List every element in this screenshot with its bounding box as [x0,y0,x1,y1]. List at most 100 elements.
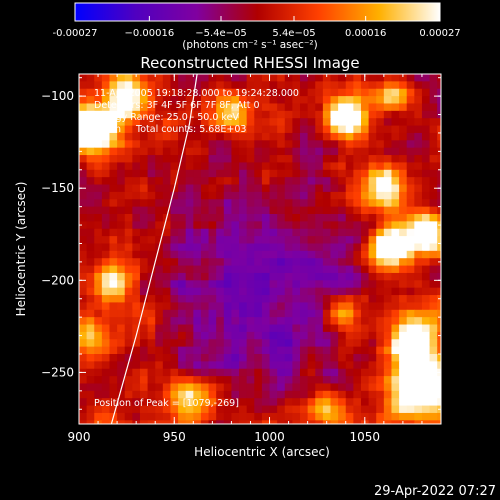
heatmap-cell [101,368,110,377]
heatmap-cell [79,140,88,149]
heatmap-cell [216,103,225,112]
heatmap-cell [94,88,103,97]
heatmap-cell [429,354,438,362]
heatmap-cell [391,331,400,340]
heatmap-cell [292,74,301,82]
heatmap-cell [376,354,385,362]
heatmap-cell [345,287,354,296]
heatmap-cell [147,420,156,424]
heatmap-cell [124,295,133,303]
heatmap-cell [368,110,377,119]
heatmap-cell [307,110,316,119]
heatmap-cell [170,383,179,392]
heatmap-cell [155,309,164,318]
heatmap-cell [185,287,194,296]
heatmap-cell [124,206,133,215]
heatmap-cell [437,103,441,112]
heatmap-cell [170,339,179,348]
x-tick-label: 950 [163,430,186,444]
heatmap-cell [79,169,88,178]
heatmap-cell [254,110,263,119]
heatmap-cell [147,317,156,326]
heatmap-cell [437,420,441,424]
heatmap-cell [421,302,431,311]
heatmap-cell [147,309,156,318]
heatmap-cell [284,125,293,134]
heatmap-cell [109,243,118,252]
heatmap-cell [277,302,286,311]
heatmap-cell [254,236,263,244]
heatmap-cell [185,125,194,134]
heatmap-cell [353,331,362,340]
heatmap-cell [284,118,293,127]
heatmap-cell [399,110,408,119]
heatmap-cell [261,398,271,407]
heatmap-cell [124,199,133,208]
heatmap-cell [162,140,171,149]
heatmap-cell [200,258,210,267]
heatmap-cell [124,309,133,318]
heatmap-cell [261,302,271,311]
heatmap-cell [147,81,156,90]
heatmap-cell [200,346,210,355]
heatmap-cell [307,390,316,399]
heatmap-cell [421,324,431,333]
heatmap-cell [216,147,225,156]
heatmap-cell [162,221,171,230]
heatmap-cell [399,236,408,244]
heatmap-cell [437,346,441,355]
heatmap-cell [86,272,95,281]
heatmap-cell [239,191,248,200]
heatmap-cell [254,390,263,399]
heatmap-cell [437,412,441,421]
heatmap-cell [246,199,255,208]
heatmap-cell [208,162,217,171]
heatmap-cell [193,206,202,215]
heatmap-cell [345,398,354,407]
heatmap-cell [399,383,408,392]
heatmap-cell [437,324,441,333]
heatmap-cell [261,184,271,193]
heatmap-cell [216,191,225,200]
heatmap-cell [231,177,240,186]
heatmap-cell [155,214,164,222]
heatmap-cell [277,221,286,230]
heatmap-cell [94,339,103,348]
heatmap-cell [132,155,141,163]
heatmap-cell [162,250,171,259]
heatmap-cell [315,265,324,274]
heatmap-cell [254,169,263,178]
heatmap-cell [147,96,156,104]
heatmap-cell [437,88,441,97]
heatmap-cell [353,309,362,318]
heatmap-cell [185,155,194,163]
heatmap-cell [277,169,286,178]
heatmap-cell [101,317,110,326]
heatmap-cell [360,147,370,156]
heatmap-cell [132,191,141,200]
heatmap-cell [284,243,293,252]
heatmap-cell [292,346,301,355]
heatmap-cell [193,132,202,141]
heatmap-cell [246,110,255,119]
heatmap-cell [414,147,423,156]
heatmap-cell [231,243,240,252]
heatmap-cell [117,191,126,200]
heatmap-cell [101,331,110,340]
heatmap-cell [414,361,423,370]
heatmap-cell [147,265,156,274]
heatmap-cell [429,280,438,289]
heatmap-cell [429,265,438,274]
heatmap-cell [376,361,385,370]
heatmap-cell [79,376,88,384]
heatmap-cell [94,354,103,362]
heatmap-cell [223,103,232,112]
heatmap-cell [246,103,255,112]
heatmap-cell [421,295,431,303]
heatmap-cell [307,331,316,340]
heatmap-cell [101,140,110,149]
heatmap-cell [147,140,156,149]
heatmap-cell [178,287,187,296]
heatmap-cell [300,140,309,149]
heatmap-cell [330,302,339,311]
